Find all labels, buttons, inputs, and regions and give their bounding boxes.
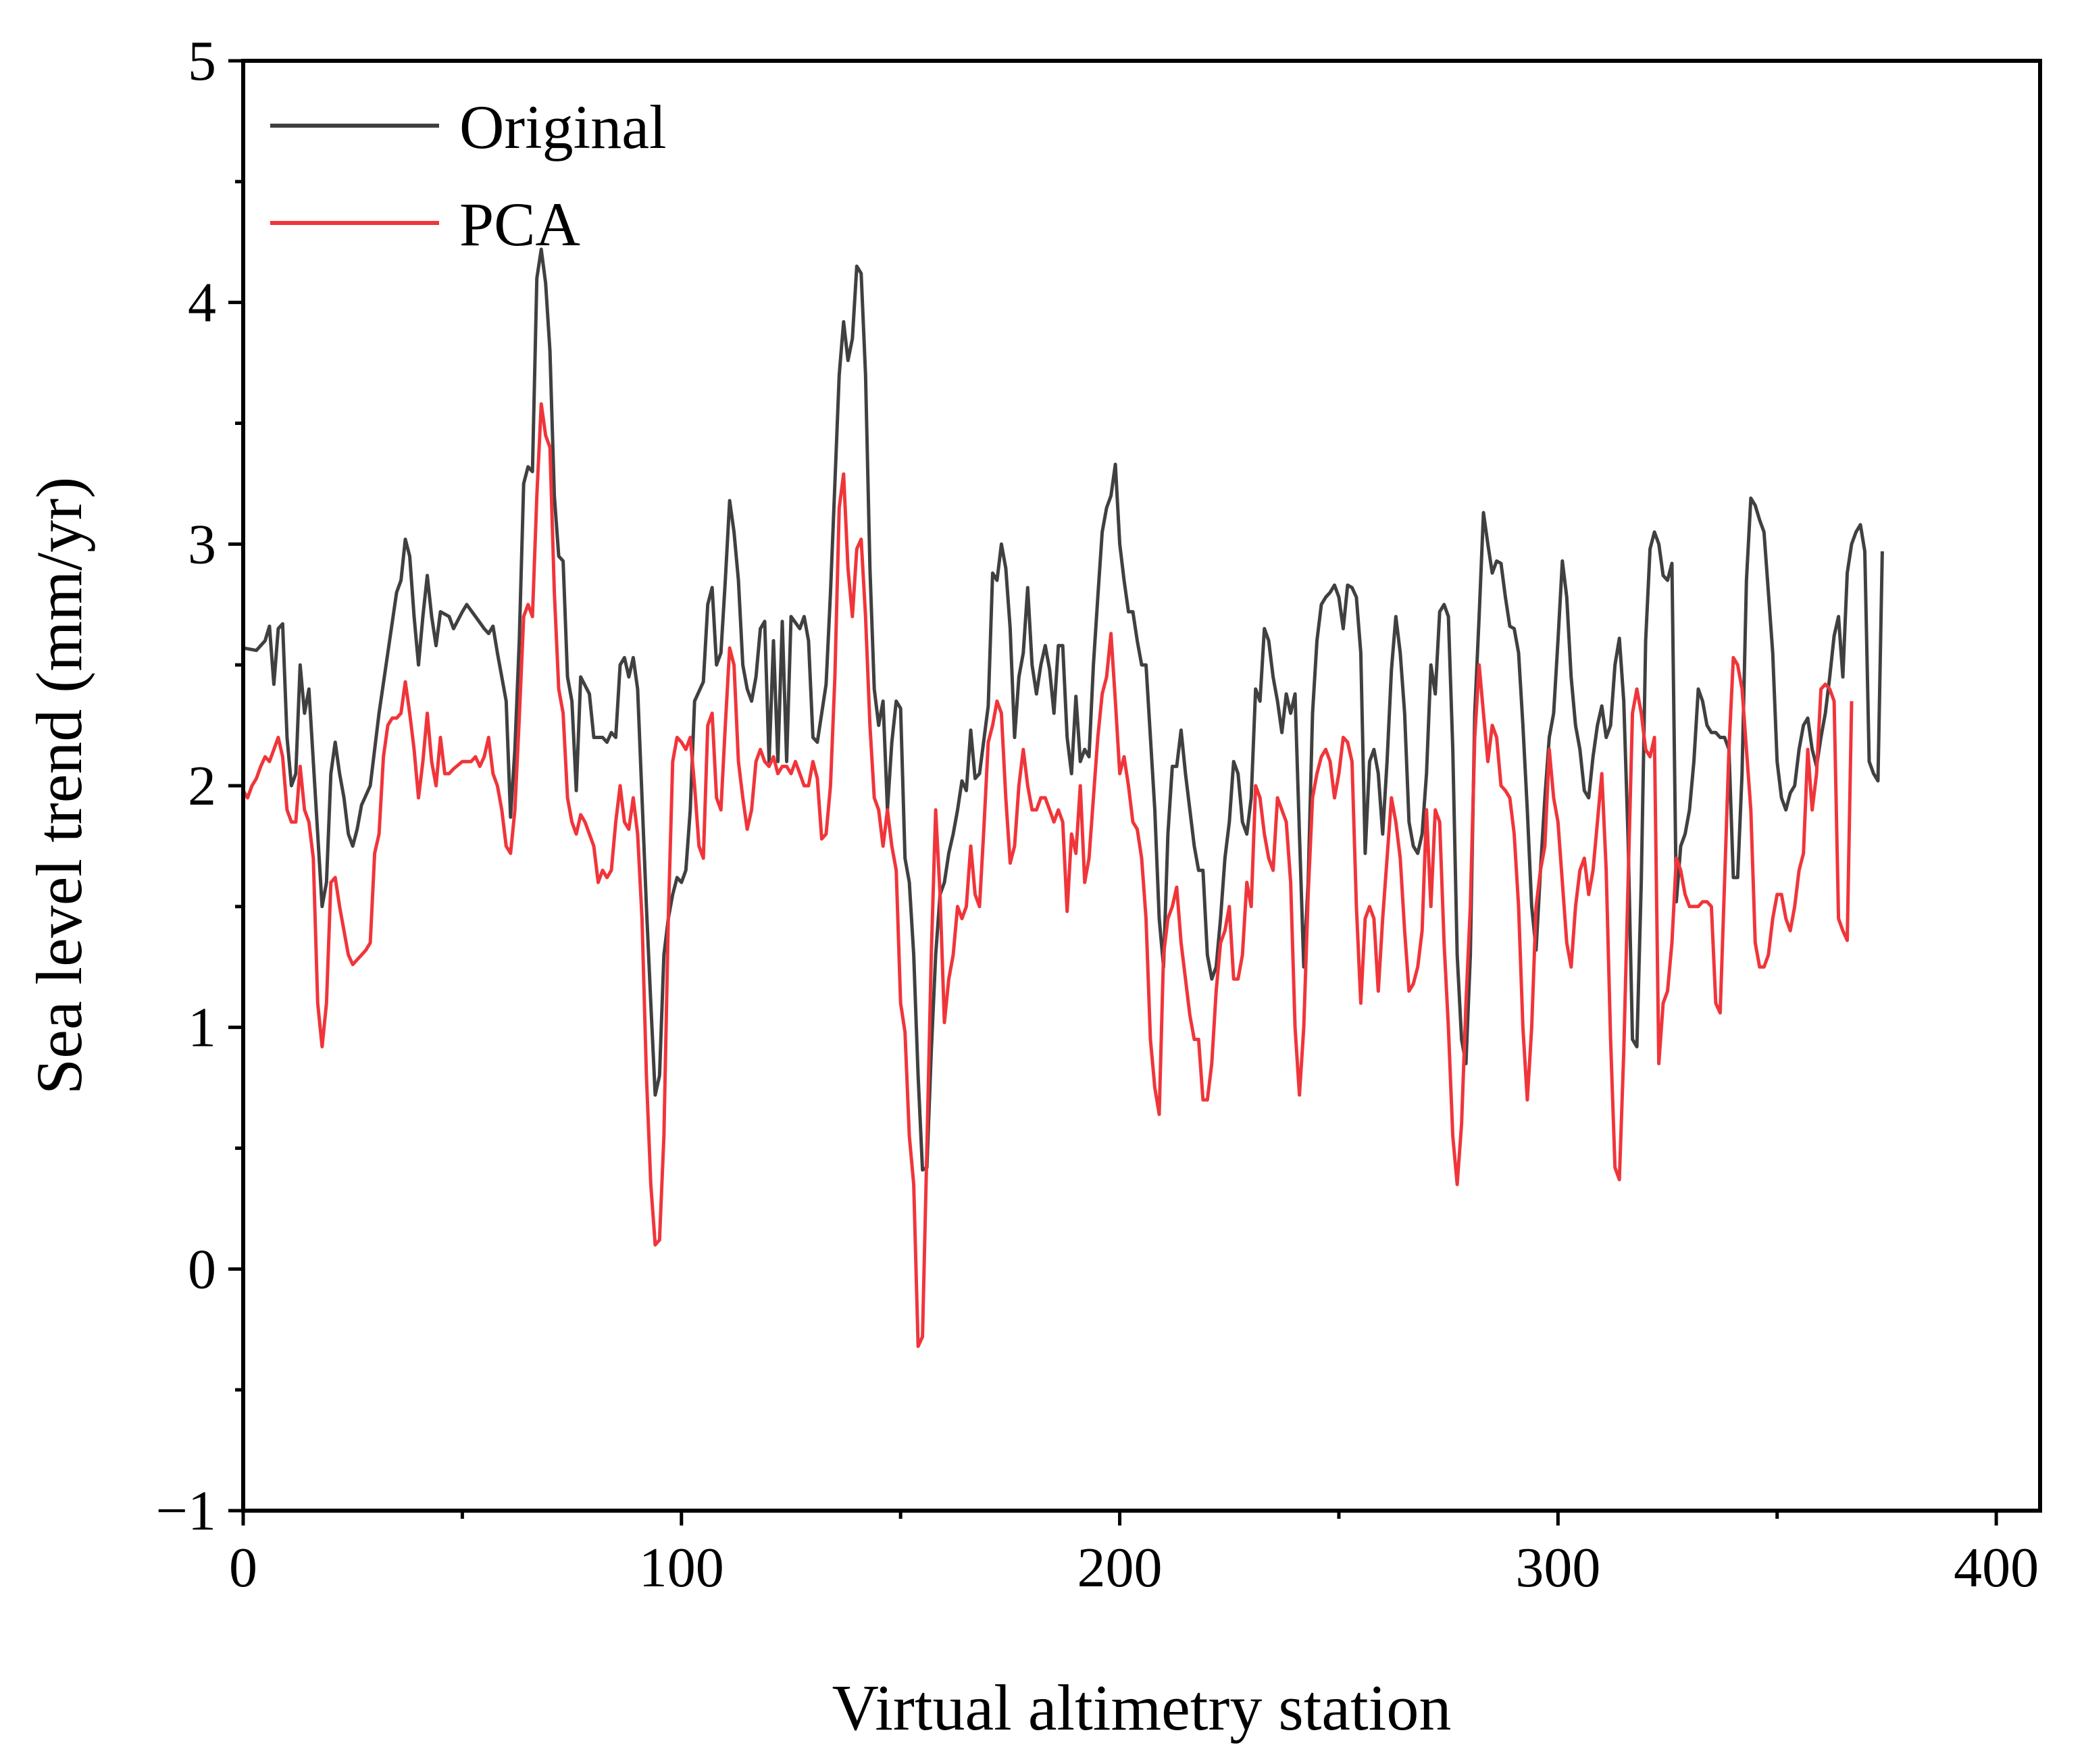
y-tick-label: 4 — [188, 272, 216, 334]
legend-label-original: Original — [459, 93, 667, 161]
y-tick-label: −1 — [156, 1480, 216, 1542]
legend-label-pca: PCA — [459, 190, 580, 259]
y-tick-label: 0 — [188, 1238, 216, 1301]
x-tick-label: 100 — [639, 1536, 724, 1599]
series-line-original — [243, 247, 1884, 1172]
y-tick-label: 5 — [188, 30, 216, 93]
x-tick-label: 400 — [1954, 1536, 2039, 1599]
x-tick-label: 0 — [229, 1536, 257, 1599]
legend: Original PCA — [270, 93, 667, 259]
x-tick-label: 200 — [1077, 1536, 1163, 1599]
y-axis-title: Sea level trend (mm/yr) — [23, 477, 95, 1094]
series-layer — [241, 247, 1884, 1349]
x-axis-title: Virtual altimetry station — [832, 1671, 1452, 1744]
y-tick-label: 1 — [188, 997, 216, 1059]
x-tick-label: 300 — [1515, 1536, 1600, 1599]
y-tick-label: 3 — [188, 513, 216, 576]
y-tick-label: 2 — [188, 755, 216, 817]
series-line-pca — [241, 402, 1854, 1349]
